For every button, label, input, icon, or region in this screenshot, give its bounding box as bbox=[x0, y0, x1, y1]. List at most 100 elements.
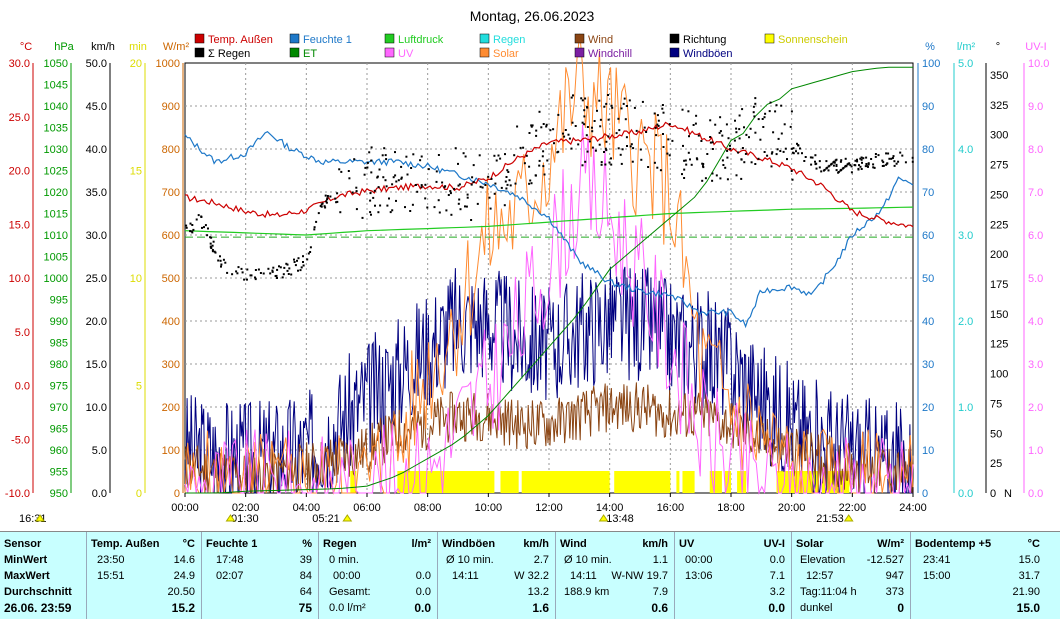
direction-dot bbox=[771, 151, 774, 154]
wind-title: Wind bbox=[560, 538, 587, 550]
direction-dot bbox=[617, 117, 620, 120]
direction-dot bbox=[219, 255, 221, 258]
direction-dot bbox=[874, 153, 877, 155]
direction-dot bbox=[283, 266, 286, 269]
direction-dot bbox=[867, 162, 870, 165]
sun-marker-icon bbox=[225, 514, 236, 522]
direction-dot bbox=[643, 126, 646, 129]
direction-dot bbox=[324, 206, 327, 209]
left-tick-label: 965 bbox=[50, 424, 68, 436]
direction-dot bbox=[325, 200, 328, 203]
direction-dot bbox=[700, 140, 703, 142]
direction-dot bbox=[254, 278, 257, 281]
left-tick-label: 20 bbox=[130, 58, 142, 70]
direction-dot bbox=[563, 135, 566, 138]
windboen-unit: km/h bbox=[523, 538, 549, 550]
sunshine-bar bbox=[521, 471, 610, 493]
direction-dot bbox=[835, 169, 838, 172]
direction-dot bbox=[323, 205, 326, 208]
direction-dot bbox=[862, 157, 865, 160]
right-tick-label: 10 bbox=[922, 445, 934, 457]
sensor-label: Sensor bbox=[4, 538, 42, 550]
direction-dot bbox=[336, 192, 339, 195]
direction-dot bbox=[542, 150, 545, 153]
left-tick-label: 100 bbox=[162, 445, 180, 457]
direction-dot bbox=[564, 129, 567, 131]
solar-elevation-label: Elevation bbox=[800, 554, 846, 566]
direction-dot bbox=[340, 170, 343, 173]
direction-dot bbox=[487, 175, 490, 178]
direction-dot bbox=[443, 186, 446, 189]
feuchte-title: Feuchte 1 bbox=[206, 538, 258, 550]
direction-dot bbox=[315, 220, 318, 223]
right-tick-label: 0 bbox=[990, 488, 996, 500]
direction-dot bbox=[531, 124, 534, 127]
right-tick-label: 200 bbox=[990, 249, 1008, 261]
direction-dot bbox=[757, 118, 760, 121]
series-luftdruck bbox=[184, 206, 914, 236]
direction-dot bbox=[645, 131, 648, 133]
left-tick-label: 1030 bbox=[44, 144, 68, 156]
direction-dot bbox=[226, 271, 229, 274]
direction-dot bbox=[911, 156, 914, 159]
direction-dot bbox=[379, 204, 382, 207]
legend-label: Σ Regen bbox=[208, 48, 250, 60]
summary-wind: Wind km/h Ø 10 min. 1.1 14:11 W-NW 19.7 188… bbox=[555, 532, 674, 619]
right-tick-label: 5.0 bbox=[1028, 273, 1043, 285]
direction-dot bbox=[890, 157, 893, 160]
direction-dot bbox=[212, 240, 215, 243]
direction-dot bbox=[259, 272, 262, 274]
direction-dot bbox=[556, 151, 559, 154]
direction-dot bbox=[309, 251, 312, 253]
direction-dot bbox=[911, 160, 914, 163]
direction-dot bbox=[666, 152, 669, 155]
direction-dot bbox=[872, 166, 875, 169]
left-tick-label: 900 bbox=[162, 101, 180, 113]
series-et bbox=[185, 66, 913, 494]
direction-dot bbox=[224, 261, 227, 264]
direction-dot bbox=[899, 151, 902, 154]
direction-dot bbox=[525, 154, 528, 157]
direction-dot bbox=[840, 159, 843, 162]
feuchte-max-val: 84 bbox=[299, 570, 312, 582]
series-windb-en bbox=[184, 266, 913, 495]
direction-dot bbox=[335, 201, 338, 204]
right-tick-label: 150 bbox=[990, 309, 1008, 321]
left-tick-label: 0.0 bbox=[92, 488, 107, 500]
solar-unit: W/m² bbox=[877, 538, 904, 550]
direction-dot bbox=[640, 158, 643, 161]
direction-dot bbox=[220, 265, 222, 268]
direction-dot bbox=[696, 158, 699, 161]
direction-dot bbox=[285, 262, 288, 265]
direction-dot bbox=[797, 152, 800, 155]
left-tick-label: -10.0 bbox=[5, 488, 30, 500]
direction-dot bbox=[885, 163, 888, 166]
direction-dot bbox=[377, 211, 380, 214]
uv-avg: 3.2 bbox=[769, 586, 785, 598]
bottom-marker-label: -01:30 bbox=[227, 513, 258, 525]
direction-dot bbox=[870, 158, 873, 160]
direction-dot bbox=[835, 163, 838, 166]
right-tick-label: 50 bbox=[922, 273, 934, 285]
right-tick-label: 125 bbox=[990, 339, 1008, 351]
direction-dot bbox=[384, 154, 387, 157]
direction-dot bbox=[681, 173, 683, 176]
direction-dot bbox=[374, 204, 376, 207]
direction-dot bbox=[235, 270, 238, 273]
direction-dot bbox=[623, 97, 626, 100]
direction-dot bbox=[381, 154, 384, 157]
direction-dot bbox=[786, 158, 788, 161]
feuchte-avg: 64 bbox=[299, 586, 312, 598]
direction-dot bbox=[607, 118, 610, 121]
weather-chart: 00:00 02:00 04:00 06:00 08:00 10:00 12:00 14:00… bbox=[5, 8, 1050, 525]
direction-dot bbox=[790, 147, 793, 150]
direction-dot bbox=[738, 137, 741, 140]
regen-gesamt-label: Gesamt: bbox=[329, 586, 371, 598]
direction-dot bbox=[514, 182, 517, 185]
direction-dot bbox=[535, 134, 538, 137]
x-tick-label: 16:00 bbox=[657, 502, 685, 514]
direction-dot bbox=[405, 155, 408, 158]
direction-dot bbox=[695, 114, 698, 117]
legend-swatch bbox=[384, 33, 395, 44]
direction-dot bbox=[389, 211, 392, 214]
